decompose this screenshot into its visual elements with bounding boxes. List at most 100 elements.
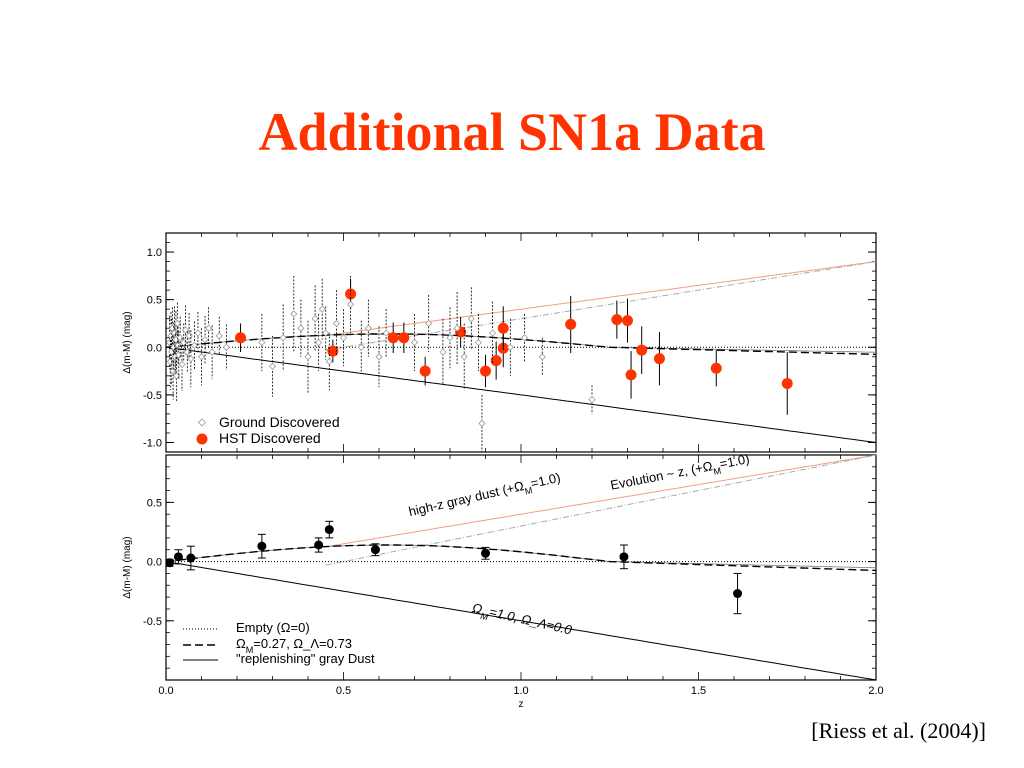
ground-point [208,348,216,356]
ground-point [322,329,330,337]
y-tick-label: 0.0 [147,342,162,354]
hst-point [781,377,793,389]
x-tick-label: 0.0 [158,685,173,697]
high-z-gray-dust-curve [325,261,876,351]
hst-point [398,332,410,344]
legend-label-dotted: Empty (Ω=0) [236,620,310,635]
ground-point [446,334,454,342]
ground-point [201,336,209,344]
hst-point [710,362,722,374]
annotation-gray-dust: high-z gray dust (+ΩM=1.0) [407,470,563,523]
ground-point [311,315,319,323]
binned-point [257,541,267,551]
hst-point [387,332,399,344]
ground-point [197,353,206,361]
high-z-gray-dust-curve [325,455,876,566]
ground-point [170,329,179,337]
ground-point [174,341,182,349]
hst-point [622,315,633,327]
lcdm-curve [166,544,876,572]
ground-point [410,338,419,347]
hst-point [327,345,339,357]
binned-point [186,553,196,563]
omega-m1-curve [166,346,876,443]
hst-point [611,314,623,326]
ground-point [506,343,514,351]
binned-point [481,548,490,558]
x-tick-label: 0.5 [336,685,351,697]
data-points [166,520,743,615]
ground-point [190,341,198,349]
ground-point [538,353,546,361]
legend-ground-marker [197,418,207,427]
x-axis-label: z [519,699,524,710]
x-tick-label: 1.5 [691,685,706,697]
ground-point [357,343,365,351]
ground-point [183,348,191,356]
model-curves [166,455,876,680]
slide-title: Additional SN1a Data [258,102,766,162]
binned-point [733,589,743,599]
ground-point [215,332,223,340]
top-panel-plot: 1.0 0.5 0.0 -0.5 -1.0 Δ(m-M) (mag) Ground Disc… [122,232,877,453]
ground-point [297,324,305,332]
y-tick-label: 0.0 [147,557,162,569]
ground-point [478,419,486,428]
ground-point [474,338,482,347]
annotation-omega-m1: ΩM=1.0, Ω_Λ=0.0 [470,600,574,642]
binned-point [370,545,380,555]
ground-point [318,305,326,313]
evolution-curve [325,261,876,336]
ground-point [194,329,202,337]
ground-point [166,357,174,366]
ground-point [304,353,312,361]
binned-point [324,525,334,535]
ground-point [375,353,383,361]
y-tick-label: -1.0 [143,437,162,449]
hst-point [625,369,637,381]
ground-point [364,324,372,332]
y-axis-label: Δ(m-M) (mag) [122,311,133,373]
ground-point [467,315,475,323]
binned-point [619,552,629,562]
ground-point [290,310,298,318]
lcdm-curve [166,333,876,356]
ground-point [325,357,333,366]
legend-label-dashed: ΩM=0.27, Ω_Λ=0.73 [236,636,352,655]
x-tick-label: 1.0 [513,685,528,697]
ground-point [222,343,230,351]
ground-point [347,300,355,308]
ground-point [588,396,596,404]
ground-point [205,324,213,332]
ground-point [173,319,181,328]
hst-point [636,344,648,356]
ground-point [279,334,287,342]
legend: Empty (Ω=0)ΩM=0.27, Ω_Λ=0.73"replenishin… [183,620,375,666]
ground-point [181,326,190,334]
hst-point [565,318,577,330]
binned-point [173,552,183,562]
ground-point [332,319,340,328]
hst-point [653,353,665,365]
ground-point [460,353,468,361]
ground-point [439,348,447,356]
legend-hst-marker [196,433,208,445]
y-tick-label: 0.5 [147,497,162,509]
evolution-curve [325,455,876,548]
ground-point [382,329,390,337]
x-tick-label: 2.0 [868,685,883,697]
y-axis-label: Δ(m-M) (mag) [122,536,133,598]
ground-point [339,334,348,342]
legend-hst-label: HST Discovered [219,430,321,446]
ground-point [258,338,266,347]
y-tick-label: -0.5 [143,616,162,628]
binned-point [166,558,175,568]
legend-label-solid: "replenishing" gray Dust [236,651,375,666]
omega-m1-curve [166,561,876,680]
binned-point [314,540,324,550]
y-tick-label: -0.5 [143,390,162,402]
ground-point [425,319,433,328]
citation: [Riess et al. (2004)] [811,718,986,743]
